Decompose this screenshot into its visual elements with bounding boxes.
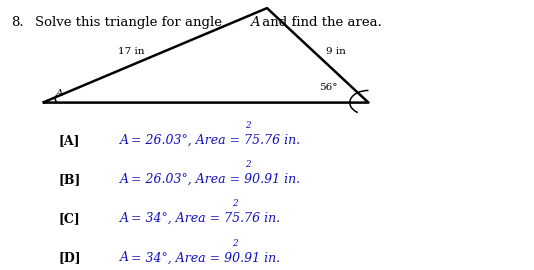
- Text: A: A: [120, 251, 129, 264]
- Text: and find the area.: and find the area.: [258, 16, 382, 29]
- Text: A: A: [250, 16, 260, 29]
- Text: 2: 2: [232, 199, 238, 208]
- Text: 56°: 56°: [319, 83, 337, 92]
- Text: 9 in: 9 in: [326, 47, 347, 56]
- Text: [C]: [C]: [59, 212, 81, 225]
- Text: A: A: [56, 89, 64, 98]
- Text: = 26.03°, Area = 75.76 in.: = 26.03°, Area = 75.76 in.: [127, 134, 300, 147]
- Text: A: A: [120, 134, 129, 147]
- Text: 2: 2: [232, 238, 238, 248]
- Text: A: A: [120, 173, 129, 186]
- Text: [D]: [D]: [59, 251, 81, 264]
- Text: = 34°, Area = 90.91 in.: = 34°, Area = 90.91 in.: [127, 251, 280, 264]
- Text: Solve this triangle for angle: Solve this triangle for angle: [35, 16, 226, 29]
- Text: = 34°, Area = 75.76 in.: = 34°, Area = 75.76 in.: [127, 212, 280, 225]
- Text: 17 in: 17 in: [117, 47, 144, 56]
- Text: 8.: 8.: [11, 16, 23, 29]
- Text: 2: 2: [245, 121, 251, 130]
- Text: [B]: [B]: [59, 173, 81, 186]
- Text: 2: 2: [245, 160, 251, 169]
- Text: A: A: [120, 212, 129, 225]
- Text: [A]: [A]: [59, 134, 80, 147]
- Text: = 26.03°, Area = 90.91 in.: = 26.03°, Area = 90.91 in.: [127, 173, 300, 186]
